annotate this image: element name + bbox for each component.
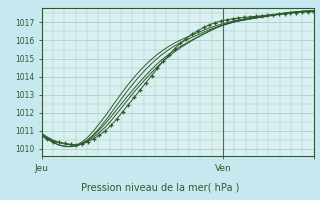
Text: Pression niveau de la mer( hPa ): Pression niveau de la mer( hPa ) bbox=[81, 182, 239, 192]
